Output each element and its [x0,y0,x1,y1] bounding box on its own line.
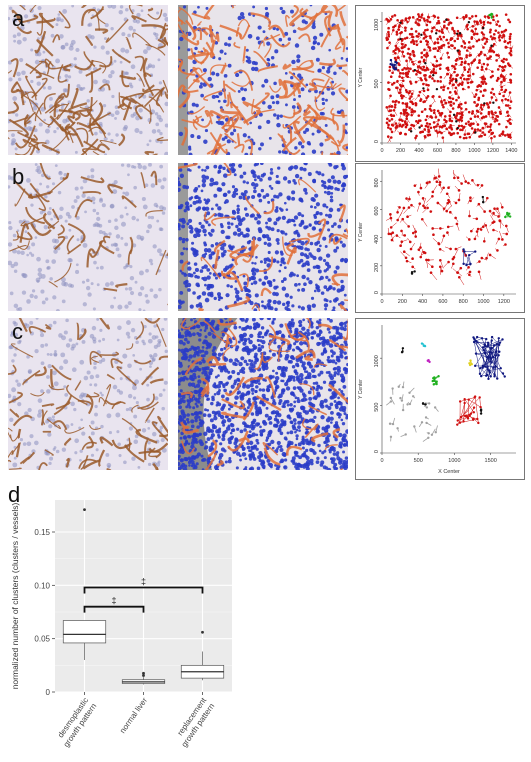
panel-letter-a: a [12,6,25,31]
significance-bracket-2: ‡ [83,596,145,613]
x-category-label: desmoplasticgrowth pattern [53,696,98,749]
scatter-x-tick-label: 600 [438,299,447,305]
scatter-y-tick-label: 1000 [374,19,380,31]
segmentation-image-b [178,163,348,311]
x-category-label: replacementgrowth pattern [171,695,216,748]
scatter-x-tick-label: 800 [451,148,460,154]
scatter-x-tick-label: 800 [459,299,468,305]
y-tick-label: 0.15 [34,528,50,537]
scatter-x-tick-label: 600 [433,148,442,154]
scatter-y-tick-label: 800 [374,178,380,187]
scatter-y-tick-label: 200 [374,263,380,272]
ihc-image-c [8,318,168,470]
scatter-x-tick-label: 200 [396,148,405,154]
cluster-scatter-a: 0 200 400 600 800 1000 1200 1400 0 500 1000 Y Cente… [355,5,525,162]
scatter-x-axis-label: X Center [438,469,460,475]
scatter-x-tick-label: 0 [380,299,383,305]
scatter-x-tick-label: 1400 [505,148,517,154]
significance-label: ‡ [141,576,146,586]
segmentation-image-c [178,318,348,470]
scatter-x-tick-label: 1500 [485,458,497,464]
box-outlier [201,630,204,634]
scatter-y-tick-label: 1000 [374,355,380,367]
scatter-x-tick-label: 0 [380,458,383,464]
box-outlier [83,508,86,511]
panel-letter-c: c [12,319,23,344]
scatter-y-tick-label: 500 [374,403,380,412]
significance-bracket-1: ‡ [83,576,204,594]
scatter-y-tick-label: 0 [374,291,380,294]
scatter-x-tick-label: 200 [398,299,407,305]
y-tick-label: 0.10 [34,581,50,590]
scatter-x-tick-label: 1200 [487,148,499,154]
scatter-x-tick-label: 1000 [468,148,480,154]
panel-letter-b: b [12,164,25,189]
segmentation-image-a [178,5,348,155]
scatter-x-tick-label: 400 [414,148,423,154]
scatter-x-tick-label: 1200 [498,299,510,305]
x-category-label: normal liver [118,696,149,735]
cluster-scatter-c: 0 500 1000 1500 0 500 1000 Y Center X Center [355,318,525,480]
scatter-y-axis-label: Y Center [358,379,364,399]
ihc-image-b [8,163,168,311]
scatter-y-axis-label: Y Center [358,67,364,87]
scatter-y-tick-label: 400 [374,235,380,244]
scatter-x-tick-label: 0 [380,148,383,154]
scatter-x-tick-label: 500 [414,458,423,464]
scatter-y-tick-label: 0 [374,450,380,453]
box-body [62,620,107,644]
box-3 [180,630,225,681]
box-plot: 0 0.05 0.10 0.15 ‡ ‡ desmoplasticgrowth patter… [10,500,232,749]
ihc-image-a [8,5,168,155]
box-2 [121,671,166,685]
scatter-x-tick-label: 1000 [477,299,489,305]
scatter-x-tick-label: 1000 [448,458,460,464]
scatter-y-axis-label: Y Center [358,222,364,242]
box-outlier [142,671,145,675]
scatter-y-tick-label: 600 [374,206,380,215]
significance-label: ‡ [111,596,116,606]
box-outlier [142,674,145,677]
scatter-y-tick-label: 500 [374,79,380,88]
y-tick-label: 0.05 [34,635,50,644]
scatter-y-tick-label: 0 [374,140,380,143]
scatter-x-tick-label: 400 [418,299,427,305]
y-tick-label: 0 [46,688,51,697]
cluster-scatter-b: 0 200 400 600 800 1000 1200 0 200 400 600 800 Y Cent… [355,163,525,313]
panel-letter-d: d [8,482,21,507]
box-1 [62,508,107,660]
y-axis-label: normalized number of clusters (clusters … [10,503,20,690]
